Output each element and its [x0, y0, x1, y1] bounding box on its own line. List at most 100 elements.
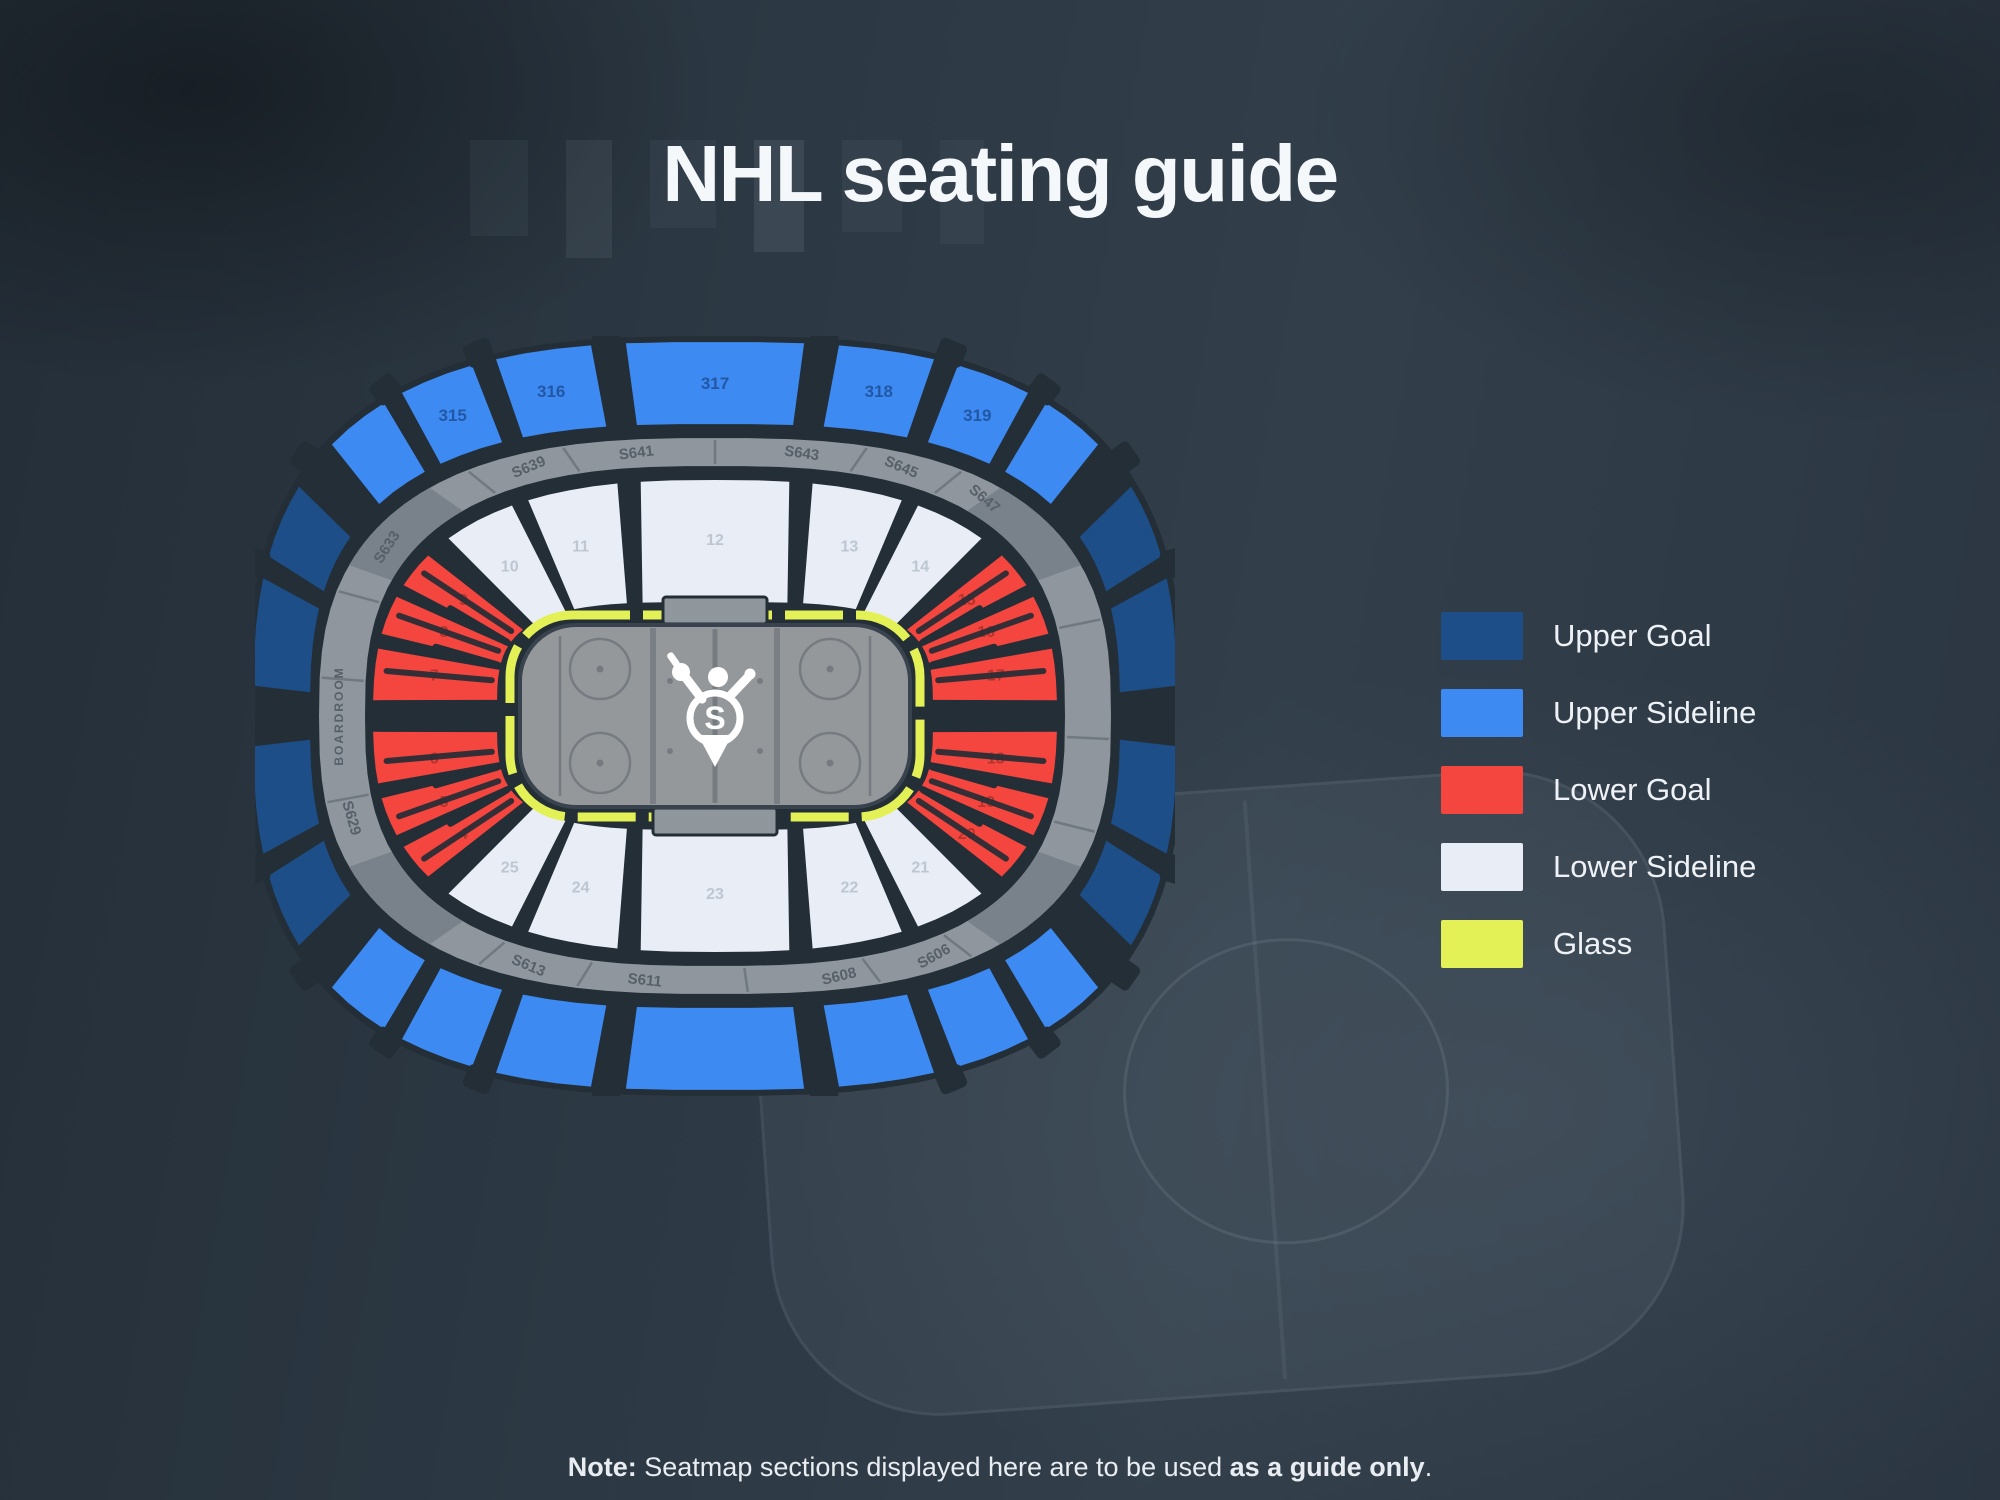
concourse-tick	[934, 470, 962, 494]
glass-ring	[505, 595, 925, 837]
upper-sideline-swatch	[1441, 689, 1523, 737]
rink	[518, 623, 912, 809]
upper-goal-swatch	[1441, 612, 1523, 660]
vomitory-tab	[462, 337, 495, 368]
upper-section-number: 316	[537, 382, 565, 401]
stair-ladder	[935, 748, 1047, 764]
section-upper_goal	[1079, 486, 1162, 592]
section-upper_goal	[253, 578, 319, 693]
legend-item-upper-sideline: Upper Sideline	[1441, 689, 1756, 737]
fan-right-hand	[744, 668, 756, 680]
legend-label: Lower Goal	[1553, 772, 1712, 807]
stair-aisle	[901, 573, 956, 628]
concourse-corner	[349, 851, 463, 945]
upper-tier: 319 318 317 316 315	[253, 342, 1177, 1090]
section-upper_sideline	[402, 968, 503, 1067]
legend-label: Glass	[1553, 926, 1633, 961]
section-upper_sideline	[331, 928, 425, 1029]
stair-aisle	[625, 828, 637, 904]
section-upper_sideline	[402, 365, 503, 464]
concourse-tick	[562, 447, 581, 473]
footer-note: Note: Seatmap sections displayed here ar…	[0, 1452, 2000, 1483]
section-upper_goal	[1079, 840, 1162, 946]
stair-aisle	[537, 821, 572, 890]
concourse-tick	[743, 967, 750, 993]
vomitory-tab	[1027, 1026, 1061, 1059]
lower-section-number: 25	[501, 860, 519, 877]
section-lower_sideline	[803, 483, 902, 610]
stair-ladder	[383, 748, 495, 764]
upper-section-number: 315	[439, 406, 467, 425]
legend-label: Upper Goal	[1553, 618, 1712, 653]
stair-ladder	[396, 612, 502, 654]
stair-ladder	[915, 798, 1009, 862]
seatmap: 319 318 317 316 315 S633 S639 S641 S643 S645 S647 S…	[231, 321, 1199, 1111]
pin-ring	[686, 689, 744, 747]
lower-section-number: 22	[841, 879, 859, 896]
section-upper_sideline	[823, 345, 934, 438]
stair-aisle	[432, 763, 501, 789]
legend-item-glass: Glass	[1441, 920, 1756, 968]
stair-aisle	[432, 643, 501, 669]
fan-right-arm	[725, 672, 753, 701]
background-rink-line	[1242, 800, 1288, 1380]
stair-ladder	[935, 668, 1047, 684]
lower-section-number: 24	[572, 879, 590, 896]
vomitory-tab	[369, 1026, 403, 1059]
section-lower_sideline	[528, 822, 627, 949]
section-upper_sideline	[927, 365, 1028, 464]
concourse-tick	[861, 958, 882, 983]
concourse-label: S641	[618, 442, 655, 463]
concourse-tick	[321, 676, 364, 683]
stair-aisle	[919, 605, 983, 646]
stair-ladder	[421, 570, 515, 634]
section-upper_sideline	[1005, 928, 1099, 1029]
section-upper_goal	[268, 840, 351, 946]
stair-aisle	[858, 821, 893, 890]
legend-item-upper-goal: Upper Goal	[1441, 612, 1756, 660]
section-upper_sideline	[927, 968, 1028, 1067]
section-lower_sideline	[864, 808, 982, 927]
section-upper_goal	[268, 486, 351, 592]
vomitory-tab	[1108, 441, 1141, 475]
team-bench-notch	[661, 595, 769, 626]
section-upper_sideline	[625, 1007, 805, 1090]
stair-aisle	[901, 804, 956, 859]
lower-tier: 14131211109876542524232221201918171615	[373, 480, 1057, 952]
legend: Upper Goal Upper Sideline Lower Goal Low…	[1441, 612, 1756, 997]
stair-ladder	[928, 778, 1034, 820]
concourse-corner	[967, 851, 1081, 945]
stair-aisle	[537, 542, 572, 611]
concourse-tick	[327, 793, 369, 804]
stair-aisle	[447, 786, 511, 827]
lower-goal-swatch	[1441, 766, 1523, 814]
upper-section-number: 317	[701, 374, 729, 393]
concourse-tick	[1058, 618, 1101, 630]
glass-swatch	[1441, 920, 1523, 968]
lower-section-number: 10	[501, 559, 519, 576]
concourse-corner	[967, 487, 1081, 581]
foam-finger-tip	[667, 652, 680, 668]
section-upper_sideline	[496, 345, 607, 438]
section-upper_sideline	[625, 342, 805, 425]
pin-letter: S	[704, 700, 725, 736]
upper-section-number: 318	[865, 382, 893, 401]
stair-ladder	[928, 612, 1034, 654]
stair-aisle	[858, 542, 893, 611]
concourse-label: S611	[627, 970, 663, 990]
concourse-tick	[1066, 735, 1109, 741]
fan-head	[708, 667, 728, 687]
section-upper_goal	[253, 739, 319, 854]
stair-aisle	[793, 828, 805, 904]
note-suffix: .	[1424, 1452, 1433, 1482]
vomitory-tab	[935, 1064, 968, 1095]
vomitory-tab	[1108, 957, 1141, 991]
concourse-tick	[468, 470, 496, 494]
penalty-box-notch	[651, 806, 779, 837]
legend-label: Upper Sideline	[1553, 695, 1757, 730]
lower-sideline-swatch	[1441, 843, 1523, 891]
stair-aisle	[929, 763, 998, 789]
concourse-tick	[1053, 820, 1095, 833]
page-title: NHL seating guide	[662, 128, 1339, 218]
concourse-corner	[349, 487, 463, 581]
